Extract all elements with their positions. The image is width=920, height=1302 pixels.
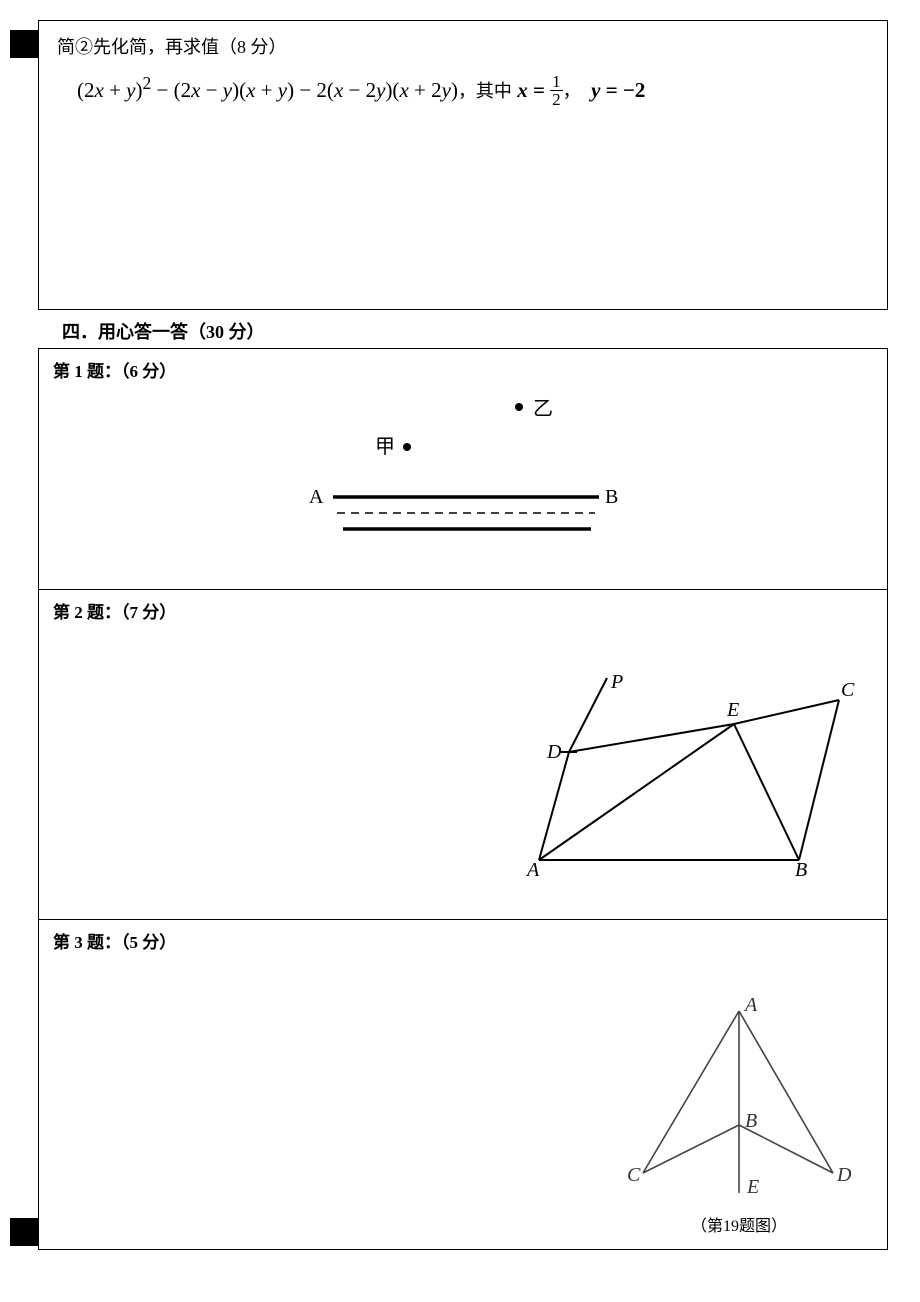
question-2-head: 第 2 题：（7 分） (39, 590, 887, 627)
question-1-diagram: 乙 甲 A B (289, 377, 629, 557)
problem-simplify-expression: (2x + y)2 − (2x − y)(x + y) − 2(x − 2y)(… (77, 73, 869, 110)
question-3-diagram: A B C D E （第19题图） (619, 997, 859, 1237)
label-B: B (605, 486, 618, 508)
corner-marker-bottom-left (10, 1218, 38, 1246)
label-yi: 乙 (533, 398, 553, 420)
question-2-diagram: A B C D E P (499, 670, 859, 880)
q2-label-D: D (546, 741, 562, 763)
q2-label-A: A (525, 859, 540, 880)
q3-label-A: A (743, 997, 758, 1016)
question-3-head: 第 3 题：（5 分） (39, 920, 887, 957)
q2-label-B: B (795, 859, 807, 880)
question-2: 第 2 题：（7 分） (39, 589, 887, 919)
questions-box: 第 1 题：（6 分） 乙 甲 A B (38, 348, 888, 1250)
problem-simplify-title: 简②先化简，再求值（8 分） (57, 33, 869, 59)
q2-label-E: E (726, 699, 739, 721)
q3-label-B: B (745, 1110, 757, 1132)
question-1: 第 1 题：（6 分） 乙 甲 A B (39, 349, 887, 589)
q2-label-C: C (841, 679, 855, 701)
q2-label-P: P (610, 671, 623, 693)
q3-label-D: D (836, 1164, 852, 1186)
q3-caption: （第19题图） (619, 1212, 859, 1236)
problem-simplify-box: 简②先化简，再求值（8 分） (2x + y)2 − (2x − y)(x + … (38, 20, 888, 310)
section-4-title: 四．用心答一答（30 分） (62, 318, 890, 344)
question-3: 第 3 题：（5 分） A B C (39, 919, 887, 1249)
q3-label-E: E (746, 1176, 759, 1198)
q3-label-C: C (627, 1164, 641, 1186)
label-jia: 甲 (375, 436, 395, 458)
corner-marker-top-left (10, 30, 38, 58)
label-A: A (309, 486, 324, 508)
